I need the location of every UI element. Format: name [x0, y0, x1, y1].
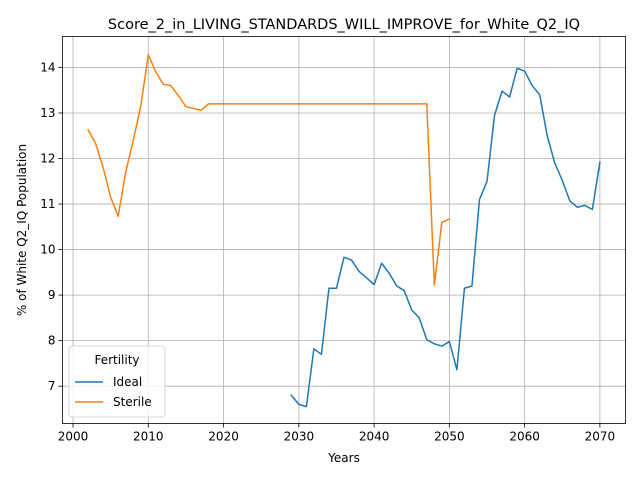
x-tick-label: 2000	[58, 430, 89, 444]
x-axis-label: Years	[327, 451, 360, 465]
y-axis-label: % of White Q2_IQ Population	[15, 144, 29, 316]
legend-label-ideal: Ideal	[113, 375, 142, 389]
series-line-ideal	[290, 67, 601, 408]
x-tick-label: 2060	[509, 430, 540, 444]
y-tick-label: 8	[48, 334, 56, 348]
x-tick-label: 2010	[133, 430, 164, 444]
y-tick-label: 13	[40, 106, 55, 120]
y-tick-label: 7	[48, 379, 56, 393]
y-tick-label: 11	[40, 197, 55, 211]
chart-title: Score_2_in_LIVING_STANDARDS_WILL_IMPROVE…	[108, 17, 580, 33]
series-lines	[87, 53, 601, 408]
legend-label-sterile: Sterile	[113, 395, 152, 409]
x-tick-label: 2050	[434, 430, 465, 444]
legend: Fertility Ideal Sterile	[68, 345, 166, 418]
legend-title: Fertility	[94, 353, 139, 367]
y-tick-label: 9	[48, 288, 56, 302]
x-tick-label: 2030	[284, 430, 315, 444]
y-tick-label: 14	[40, 60, 55, 74]
x-tick-label: 2070	[585, 430, 616, 444]
series-line-sterile	[87, 53, 451, 286]
ticks: 2000 2010 2020 2030 2040 2050 2060 2070 7 8 9 10 11 1…	[40, 60, 615, 443]
x-tick-label: 2020	[208, 430, 239, 444]
legend-box	[68, 345, 166, 418]
y-tick-label: 12	[40, 152, 55, 166]
x-tick-label: 2040	[359, 430, 390, 444]
axes-frame	[62, 36, 626, 424]
y-tick-label: 10	[40, 243, 55, 257]
